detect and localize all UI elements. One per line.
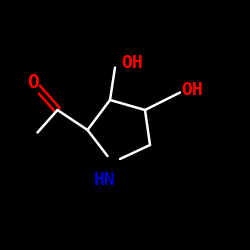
Text: OH: OH [182,81,204,99]
Text: O: O [26,73,38,92]
Text: HN: HN [94,171,116,189]
Text: OH: OH [122,54,144,72]
